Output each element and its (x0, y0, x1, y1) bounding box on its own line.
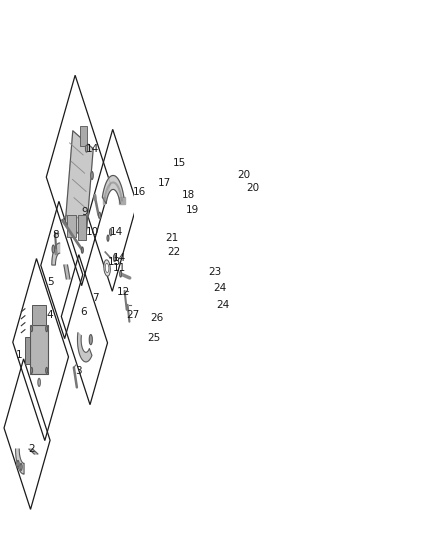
Text: 16: 16 (133, 188, 146, 197)
Circle shape (55, 249, 57, 255)
Circle shape (31, 367, 32, 374)
Polygon shape (65, 131, 93, 240)
Circle shape (94, 195, 96, 200)
Circle shape (120, 271, 122, 277)
Text: 19: 19 (186, 205, 199, 215)
Text: 22: 22 (167, 247, 181, 257)
Text: 2: 2 (28, 444, 35, 454)
Circle shape (113, 255, 116, 262)
Text: 21: 21 (165, 233, 178, 243)
Text: 24: 24 (213, 283, 226, 293)
Circle shape (52, 245, 54, 253)
Circle shape (17, 461, 19, 467)
Circle shape (107, 235, 109, 241)
Text: 7: 7 (92, 293, 99, 303)
Text: 26: 26 (150, 313, 163, 323)
Circle shape (31, 326, 32, 332)
Text: 23: 23 (208, 267, 222, 277)
Polygon shape (119, 197, 125, 204)
Text: 17: 17 (158, 179, 171, 189)
Text: 4: 4 (46, 310, 53, 320)
Polygon shape (16, 449, 24, 474)
Polygon shape (78, 333, 92, 362)
Circle shape (46, 367, 48, 374)
Polygon shape (102, 175, 124, 204)
Circle shape (20, 464, 22, 471)
Polygon shape (103, 197, 105, 204)
Bar (78, 215, 86, 240)
Circle shape (89, 335, 92, 345)
Bar (80, 126, 88, 146)
Circle shape (81, 247, 83, 253)
Circle shape (110, 229, 112, 236)
Circle shape (91, 172, 93, 180)
Ellipse shape (105, 263, 109, 272)
Text: 11: 11 (113, 263, 126, 273)
Circle shape (99, 212, 100, 218)
Bar (32, 305, 46, 325)
Text: 14: 14 (85, 143, 99, 154)
Text: 14: 14 (110, 227, 123, 237)
Text: 25: 25 (147, 333, 160, 343)
Ellipse shape (104, 260, 110, 276)
Text: 1: 1 (16, 350, 22, 360)
Text: 12: 12 (117, 287, 130, 297)
Text: 8: 8 (52, 230, 59, 240)
Text: 6: 6 (81, 307, 87, 317)
Polygon shape (52, 243, 60, 265)
Text: 14: 14 (113, 253, 126, 263)
Text: 20: 20 (247, 183, 260, 193)
Text: 27: 27 (126, 310, 139, 320)
Circle shape (38, 378, 40, 386)
Text: 9: 9 (81, 207, 88, 217)
Text: 5: 5 (47, 277, 54, 287)
Text: 20: 20 (237, 171, 250, 181)
Text: 24: 24 (216, 300, 229, 310)
Polygon shape (64, 265, 70, 279)
Circle shape (85, 145, 88, 152)
Polygon shape (29, 449, 38, 454)
Circle shape (46, 326, 48, 332)
Bar (25, 337, 30, 365)
Text: 13: 13 (108, 257, 121, 267)
Text: 15: 15 (173, 158, 186, 167)
Text: 3: 3 (75, 367, 82, 376)
Text: 10: 10 (86, 227, 99, 237)
Bar (30, 325, 48, 375)
Text: 18: 18 (181, 190, 194, 200)
Bar (67, 215, 76, 237)
